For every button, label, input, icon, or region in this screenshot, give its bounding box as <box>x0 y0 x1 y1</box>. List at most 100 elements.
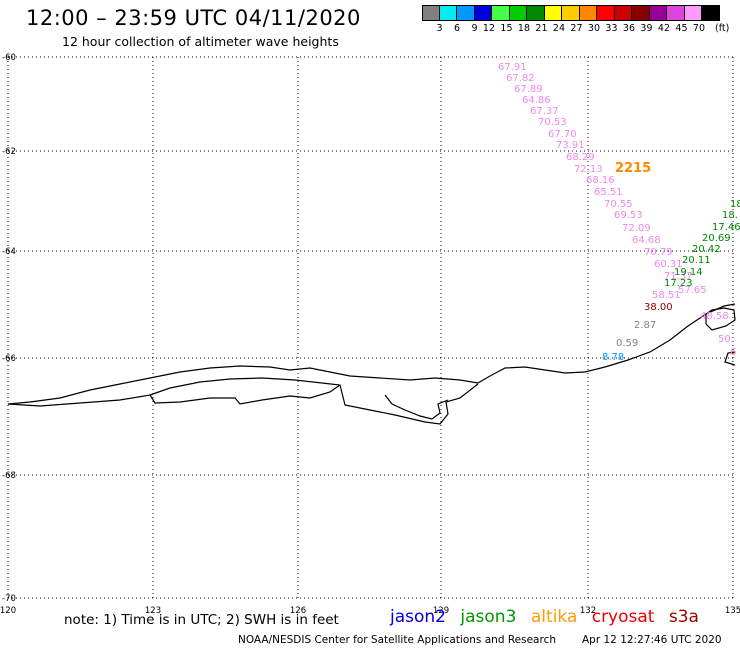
legend-cell: 24 <box>544 5 565 34</box>
legend-label: 12 <box>482 23 495 34</box>
legend-cell: 6 <box>439 5 460 34</box>
wave-height-value: 58.51 <box>652 290 681 301</box>
legend-label: 18 <box>517 23 530 34</box>
color-legend: 3 6 9 12 15 18 21 24 27 30 33 36 39 42 4… <box>422 5 729 34</box>
legend-label: 6 <box>453 23 460 34</box>
footer-note: note: 1) Time is in UTC; 2) SWH is in fe… <box>64 612 339 628</box>
ice-shelf-outline <box>7 384 341 407</box>
wave-height-value: 19.14 <box>674 267 703 278</box>
legend-swatch <box>422 5 440 21</box>
wave-height-value: 0.59 <box>616 338 638 349</box>
longitude-label: 132 <box>580 606 596 616</box>
wave-height-value: 64.86 <box>522 95 551 106</box>
satellite-name: s3a <box>668 607 699 627</box>
legend-cell: 18 <box>509 5 530 34</box>
legend-label: 45 <box>675 23 688 34</box>
legend-label: 33 <box>605 23 618 34</box>
wave-height-value: 72.09 <box>622 223 651 234</box>
satellite-name: cryosat <box>591 607 655 627</box>
longitude-label: 123 <box>145 606 161 616</box>
legend-swatch <box>579 5 597 21</box>
legend-swatch <box>684 5 702 21</box>
wave-height-value: 67.82 <box>506 73 535 84</box>
legend-swatch <box>457 5 475 21</box>
wave-height-value: 20.69 <box>702 233 731 244</box>
wave-height-value: 50. <box>718 334 734 345</box>
wave-height-value: 67.70 <box>548 129 577 140</box>
latitude-label: -70 <box>2 594 16 604</box>
legend-swatch <box>439 5 457 21</box>
wave-height-value: 72.13 <box>574 164 603 175</box>
latitude-label: -64 <box>2 247 16 257</box>
legend-cell: 42 <box>649 5 670 34</box>
latitude-label: -62 <box>2 147 16 157</box>
legend-cell: 45 <box>667 5 688 34</box>
wave-height-value: 17.46 <box>712 222 740 233</box>
wave-height-value: 67.89 <box>514 84 543 95</box>
legend-swatch <box>474 5 492 21</box>
wave-height-value: 70.53 <box>538 117 567 128</box>
wave-height-value: 8.78 <box>602 352 624 363</box>
legend-cell: 36 <box>614 5 635 34</box>
wave-height-value: 68.16 <box>586 175 615 186</box>
longitude-labels: 120 123 126 129 132 135 <box>0 606 740 616</box>
legend-label: 39 <box>640 23 653 34</box>
legend-label: 9 <box>471 23 478 34</box>
wave-height-value: 69.53 <box>614 210 643 221</box>
legend-label: 24 <box>552 23 565 34</box>
graticule <box>7 56 734 599</box>
legend-label: 30 <box>587 23 600 34</box>
wave-height-value: 70.55 <box>604 199 633 210</box>
legend-swatch <box>544 5 562 21</box>
wave-height-value: 60.31 <box>654 259 683 270</box>
longitude-label: 135 <box>725 606 740 616</box>
legend-label: 27 <box>570 23 583 34</box>
wave-height-value: 68.29 <box>566 152 595 163</box>
wave-height-value: 73.91 <box>556 140 585 151</box>
legend-label: 3 <box>436 23 443 34</box>
legend-swatch <box>527 5 545 21</box>
wave-height-value: 67.91 <box>498 62 527 73</box>
altimeter-observations: 67.9167.8267.8964.8667.3770.5367.7073.91… <box>498 62 740 363</box>
wave-height-value: 65.51 <box>594 187 623 198</box>
legend-swatch <box>702 5 720 21</box>
legend-swatch <box>649 5 667 21</box>
legend-cell: 27 <box>562 5 583 34</box>
satellite-name: jason2 <box>390 607 446 627</box>
legend-cell: 70 <box>684 5 705 34</box>
legend-label: 36 <box>622 23 635 34</box>
legend-swatch <box>597 5 615 21</box>
legend-label: 21 <box>535 23 548 34</box>
wave-height-value: 20.42 <box>692 244 721 255</box>
legend-label: 15 <box>500 23 513 34</box>
wave-height-value: 70.79 <box>644 247 673 258</box>
wave-height-value: 64.68 <box>632 235 661 246</box>
satellite-legend: jason2 jason3 altika cryosat s3a <box>390 607 708 627</box>
wave-height-value: 18. <box>730 199 740 210</box>
map-title: 12:00 – 23:59 UTC 04/11/2020 <box>26 6 361 30</box>
legend-cell <box>702 5 720 34</box>
legend-swatch <box>562 5 580 21</box>
legend-label: 42 <box>657 23 670 34</box>
credit-line: NOAA/NESDIS Center for Satellite Applica… <box>238 634 556 646</box>
wave-height-value: 71.37 <box>664 271 693 282</box>
pass-time-label: 2215 <box>615 161 651 176</box>
satellite-name: altika <box>530 607 578 627</box>
legend-swatch <box>492 5 510 21</box>
latitude-label: -66 <box>2 354 16 364</box>
legend-swatch <box>614 5 632 21</box>
latitude-label: -68 <box>2 471 16 481</box>
longitude-label: 126 <box>290 606 306 616</box>
legend-cell: 15 <box>492 5 513 34</box>
legend-swatch <box>667 5 685 21</box>
legend-unit: (ft) <box>715 23 730 34</box>
wave-height-value: 2.87 <box>634 320 656 331</box>
legend-cell: 21 <box>527 5 548 34</box>
wave-height-value: 17.23 <box>664 278 693 289</box>
wave-height-value: 48.58 <box>700 311 729 322</box>
legend-swatch <box>509 5 527 21</box>
ice-shelf-outline <box>384 394 449 420</box>
iceberg-outline <box>705 307 736 331</box>
wave-height-value: 18. <box>722 210 738 221</box>
